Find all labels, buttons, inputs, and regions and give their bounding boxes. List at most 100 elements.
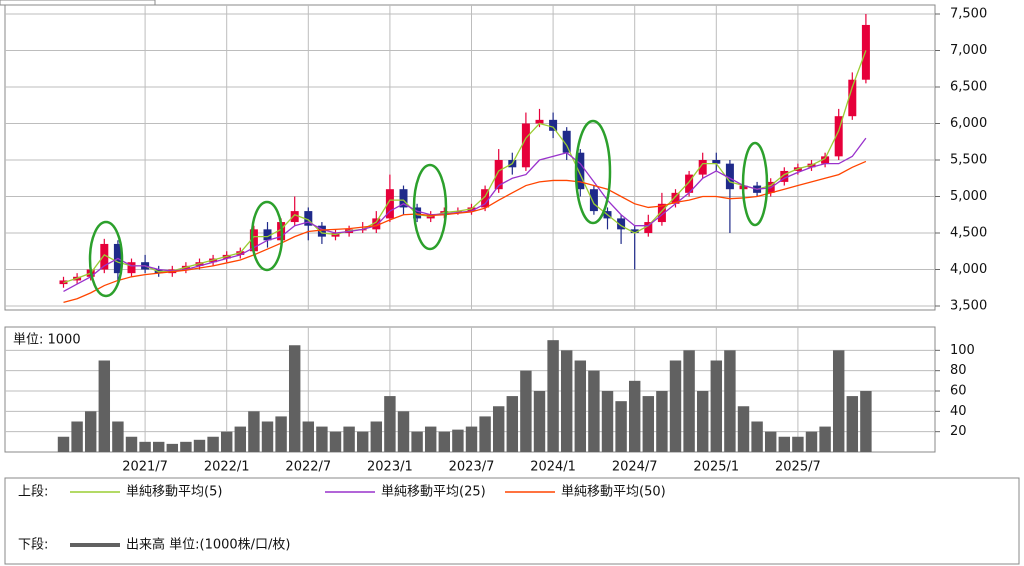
highlight-circle (574, 119, 612, 225)
volume-bar (220, 431, 233, 452)
volume-bar (615, 401, 627, 452)
volume-bar (384, 396, 396, 452)
volume-bar (846, 396, 859, 452)
volume-bar (832, 350, 845, 452)
x-tick-label: 2023/7 (449, 460, 495, 475)
candle-body (249, 229, 258, 252)
y-tick-label: 6,500 (950, 80, 987, 95)
candle-body (385, 189, 394, 219)
volume-bar (588, 370, 600, 452)
candle-body (725, 163, 734, 190)
volume-bar (424, 426, 437, 452)
volume-bar (180, 441, 192, 452)
candle-body (562, 130, 571, 153)
y-tick-label: 3,500 (950, 299, 987, 314)
legend-title: 上段: (18, 485, 48, 500)
candle-body (644, 222, 653, 233)
volume-bar (139, 441, 151, 452)
y-tick-label: 20 (950, 424, 967, 439)
y-tick-label: 6,000 (950, 116, 987, 131)
highlight-circle (412, 163, 448, 251)
volume-bar (710, 360, 723, 452)
y-tick-label: 7,500 (950, 7, 987, 22)
volume-bar (601, 391, 614, 452)
volume-bar (125, 436, 138, 452)
candle-body (617, 218, 626, 230)
volume-bar (533, 391, 546, 452)
candle-body (372, 218, 381, 230)
volume-bar (520, 370, 532, 452)
volume-bar (628, 380, 641, 452)
candle-body (712, 160, 721, 164)
volume-bar (438, 431, 451, 452)
volume-bar (411, 431, 423, 452)
candle-body (413, 207, 422, 219)
volume-bar (860, 391, 872, 452)
candle-body (671, 192, 680, 204)
volume-bar (302, 421, 315, 452)
volume-bar (84, 411, 97, 452)
volume-bar (696, 391, 709, 452)
moving-average-line (63, 137, 867, 292)
legend-title: 下段: (18, 538, 48, 553)
volume-bar (656, 391, 668, 452)
volume-bar (642, 396, 655, 452)
volume-bar (356, 431, 369, 452)
legend-label: 単純移動平均(50) (561, 484, 666, 500)
candle-body (576, 152, 585, 190)
candle-body (263, 229, 272, 241)
volume-bar (479, 416, 491, 452)
y-tick-label: 80 (950, 363, 967, 378)
candle-body (481, 189, 490, 208)
x-tick-label: 2024/1 (530, 460, 576, 475)
price-panel (4, 4, 936, 311)
y-tick-label: 5,500 (950, 153, 987, 168)
volume-bar (193, 439, 206, 452)
candle-body (549, 119, 558, 131)
volume-bar (724, 350, 736, 452)
annotations (88, 119, 769, 298)
volume-bar (112, 421, 124, 452)
candle-body (589, 189, 598, 212)
moving-average-line (63, 160, 867, 303)
volume-bar (819, 426, 831, 452)
volume-bar (805, 431, 818, 452)
volume-bar (547, 340, 559, 452)
volume-unit: 単位: 1000 (13, 332, 81, 348)
volume-bar (248, 411, 260, 452)
volume-bar (397, 411, 410, 452)
y-tick-label: 5,000 (950, 189, 987, 204)
volume-bar (316, 426, 328, 452)
x-tick-label: 2022/7 (285, 460, 331, 475)
volume-bar (764, 431, 777, 452)
volume-bar (683, 350, 695, 452)
legend-label: 単純移動平均(5) (126, 484, 222, 500)
tab (0, 0, 156, 6)
x-tick-label: 2023/1 (367, 460, 413, 475)
volume-bar (166, 443, 179, 452)
volume-bar (506, 396, 519, 452)
candle-body (521, 123, 530, 168)
volume-bar (492, 406, 505, 452)
highlight-circle (741, 141, 769, 227)
volume-bar (574, 360, 587, 452)
volume-bar (57, 436, 70, 452)
volume-bar (207, 436, 219, 452)
candle-body (399, 189, 408, 208)
volume-bar (778, 436, 791, 452)
x-tick-label: 2022/1 (204, 460, 250, 475)
x-tick-label: 2021/7 (122, 460, 168, 475)
candle-body (304, 211, 313, 226)
candle-body (317, 225, 326, 237)
plot-layer (5, 5, 935, 452)
legend-label: 単純移動平均(25) (381, 484, 486, 500)
volume-bar (234, 426, 247, 452)
candle-body (535, 119, 544, 124)
volume-bar (343, 426, 355, 452)
volume-bar (329, 431, 342, 452)
candle-body (127, 262, 136, 274)
legend-label: 出来高 単位:(1000株/口/枚) (126, 537, 291, 553)
volume-bar (751, 421, 763, 452)
